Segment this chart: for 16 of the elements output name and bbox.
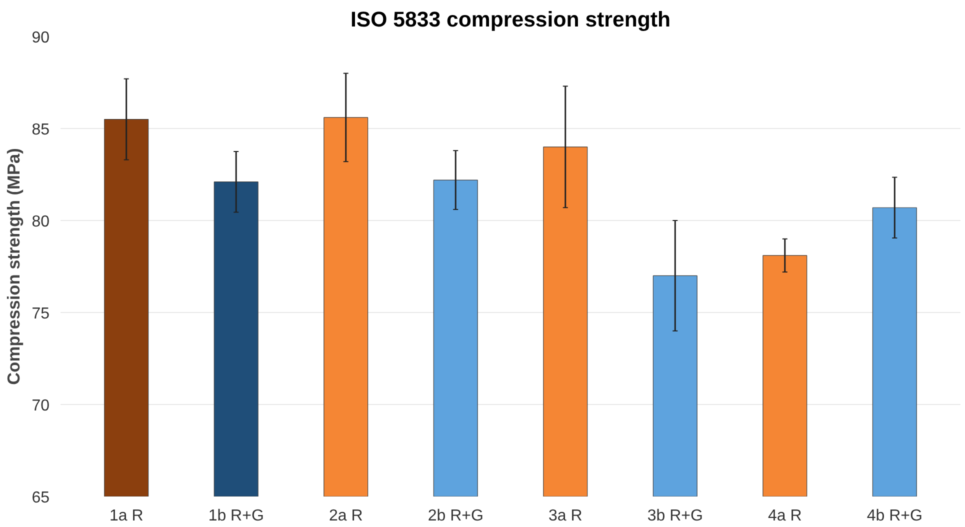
x-tick-label: 2b R+G bbox=[428, 508, 484, 524]
y-tick-label: 90 bbox=[32, 30, 50, 46]
y-axis-title: Compression strength (MPa) bbox=[4, 148, 24, 385]
chart-title: ISO 5833 compression strength bbox=[350, 8, 671, 32]
y-tick-label: 80 bbox=[32, 214, 50, 230]
x-tick-label: 3b R+G bbox=[647, 508, 703, 524]
x-tick-label: 4a R bbox=[768, 508, 802, 524]
y-tick-label: 85 bbox=[32, 122, 50, 138]
x-tick-label: 4b R+G bbox=[866, 508, 922, 524]
x-tick-label: 3a R bbox=[548, 508, 582, 524]
y-tick-label: 70 bbox=[32, 398, 50, 414]
x-tick-label: 1b R+G bbox=[208, 508, 264, 524]
y-tick-label: 75 bbox=[32, 306, 50, 322]
x-tick-label: 2a R bbox=[328, 508, 363, 524]
x-tick-label: 1a R bbox=[109, 508, 144, 524]
y-tick-label: 65 bbox=[32, 490, 50, 506]
